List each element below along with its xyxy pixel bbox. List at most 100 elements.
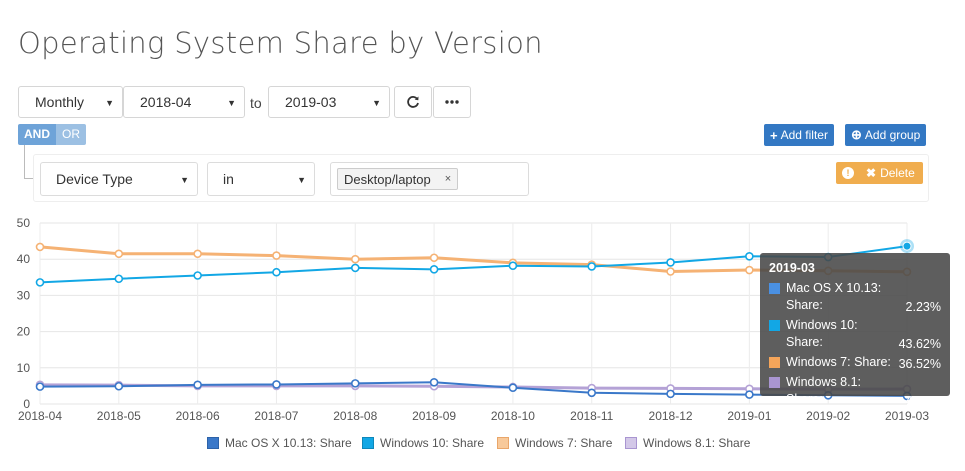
- filter-value-tag-label: Desktop/laptop: [344, 171, 431, 187]
- legend-label: Windows 10: Share: [380, 436, 485, 450]
- legend-swatch: [497, 437, 509, 449]
- from-date-select[interactable]: 2018-04 ▼: [123, 86, 245, 118]
- legend-label: Windows 7: Share: [515, 436, 613, 450]
- data-point: [508, 261, 518, 271]
- x-tick-label: 2018-10: [491, 409, 535, 423]
- filter-operator-select[interactable]: in ▼: [207, 162, 315, 196]
- x-tick-label: 2019-02: [806, 409, 850, 423]
- tooltip-row-mac: Mac OS X 10.13: Share: 2.23%: [769, 280, 941, 314]
- to-date-value: 2019-03: [285, 94, 337, 110]
- data-point: [429, 377, 439, 387]
- data-point: [272, 380, 281, 389]
- add-group-button[interactable]: ⊕ Add group: [845, 124, 927, 146]
- caret-down-icon: ▼: [372, 98, 381, 108]
- data-point: [193, 271, 202, 280]
- filter-value-input[interactable]: Desktop/laptop ×: [330, 162, 529, 196]
- x-tick-label: 2018-09: [412, 409, 456, 423]
- data-point: [587, 388, 597, 398]
- data-point: [272, 267, 281, 277]
- chart-tooltip: 2019-03 Mac OS X 10.13: Share: 2.23% Win…: [760, 253, 950, 408]
- data-point: [587, 262, 597, 271]
- delete-label: Delete: [880, 166, 915, 180]
- legend-swatch: [625, 437, 637, 449]
- x-tick-label: 2018-11: [570, 409, 613, 423]
- add-group-label: Add group: [864, 128, 921, 142]
- delete-rule-button[interactable]: ! ✖ Delete: [836, 162, 923, 184]
- x-tick-label: 2018-07: [254, 409, 298, 423]
- data-point: [666, 258, 675, 267]
- tooltip-label: Windows 7: Share:: [786, 355, 891, 369]
- plus-circle-icon: ⊕: [851, 127, 862, 142]
- data-point: [114, 249, 124, 259]
- info-icon: !: [842, 167, 854, 179]
- interval-select[interactable]: Monthly ▼: [18, 86, 123, 118]
- x-tick-label: 2018-04: [18, 409, 62, 423]
- data-point: [114, 381, 124, 391]
- x-tick-label: 2018-08: [333, 409, 377, 423]
- caret-down-icon: ▼: [227, 98, 236, 108]
- data-point: [35, 382, 45, 391]
- legend-label: Mac OS X 10.13: Share: [225, 436, 352, 450]
- hover-point: [902, 241, 912, 251]
- filter-field-select[interactable]: Device Type ▼: [40, 162, 198, 196]
- remove-tag-icon[interactable]: ×: [444, 173, 452, 185]
- or-button[interactable]: OR: [56, 124, 86, 145]
- data-point: [114, 274, 124, 284]
- filter-value-tag: Desktop/laptop ×: [337, 168, 459, 190]
- and-button[interactable]: AND: [18, 124, 56, 145]
- legend-item-win7[interactable]: Windows 7: Share: [497, 436, 612, 450]
- tooltip-swatch: [769, 283, 780, 294]
- caret-down-icon: ▼: [180, 175, 189, 185]
- caret-down-icon: ▼: [297, 175, 306, 185]
- tooltip-row-win7: Windows 7: Share: 36.52%: [769, 354, 941, 371]
- tooltip-value: 2.23%: [905, 300, 941, 314]
- data-point: [666, 267, 675, 276]
- tooltip-label: Mac OS X 10.13: Share:: [786, 281, 882, 312]
- to-label: to: [250, 95, 262, 111]
- data-point: [35, 278, 45, 287]
- data-point: [350, 254, 360, 264]
- page-title: Operating System Share by Version: [18, 26, 543, 60]
- legend-item-win10[interactable]: Windows 10: Share: [362, 436, 484, 450]
- to-date-select[interactable]: 2019-03 ▼: [268, 86, 390, 118]
- data-point: [508, 383, 518, 393]
- filter-operator-value: in: [223, 171, 234, 187]
- legend-swatch: [362, 437, 374, 449]
- x-tick-label: 2019-01: [727, 409, 771, 423]
- legend-item-mac[interactable]: Mac OS X 10.13: Share: [207, 436, 352, 450]
- data-point: [193, 249, 202, 259]
- tooltip-title: 2019-03: [769, 261, 815, 275]
- data-point: [429, 253, 439, 263]
- close-icon: ✖: [866, 166, 877, 180]
- tooltip-swatch: [769, 320, 780, 331]
- legend-label: Windows 8.1: Share: [643, 436, 751, 450]
- data-point: [193, 380, 202, 390]
- tooltip-value: 43.62%: [898, 337, 941, 351]
- tooltip-value: 36.52%: [898, 357, 941, 371]
- x-tick-label: 2018-05: [97, 409, 141, 423]
- caret-down-icon: ▼: [105, 98, 114, 108]
- data-point: [745, 390, 754, 399]
- data-point: [350, 263, 360, 273]
- y-tick-label: 30: [17, 288, 31, 302]
- y-tick-label: 10: [17, 361, 31, 375]
- tooltip-row-win10: Windows 10: Share: 43.62%: [769, 317, 941, 351]
- y-tick-label: 50: [17, 216, 31, 230]
- and-or-toggle: AND OR: [18, 124, 86, 145]
- more-options-button[interactable]: [433, 86, 471, 118]
- x-tick-label: 2018-06: [176, 409, 220, 423]
- tooltip-value: 4.13%: [905, 394, 941, 408]
- refresh-button[interactable]: [394, 86, 432, 118]
- ellipsis-icon: [445, 100, 459, 104]
- add-filter-button[interactable]: + Add filter: [764, 124, 834, 146]
- from-date-value: 2018-04: [140, 94, 192, 110]
- data-point: [350, 379, 360, 388]
- legend-swatch: [207, 437, 219, 449]
- legend-item-win81[interactable]: Windows 8.1: Share: [625, 436, 750, 450]
- data-point: [429, 265, 439, 274]
- data-point: [35, 242, 45, 252]
- data-point: [272, 251, 281, 260]
- tooltip-swatch: [769, 377, 780, 388]
- tooltip-label: Windows 8.1: Share:: [786, 375, 862, 406]
- y-tick-label: 40: [17, 252, 31, 266]
